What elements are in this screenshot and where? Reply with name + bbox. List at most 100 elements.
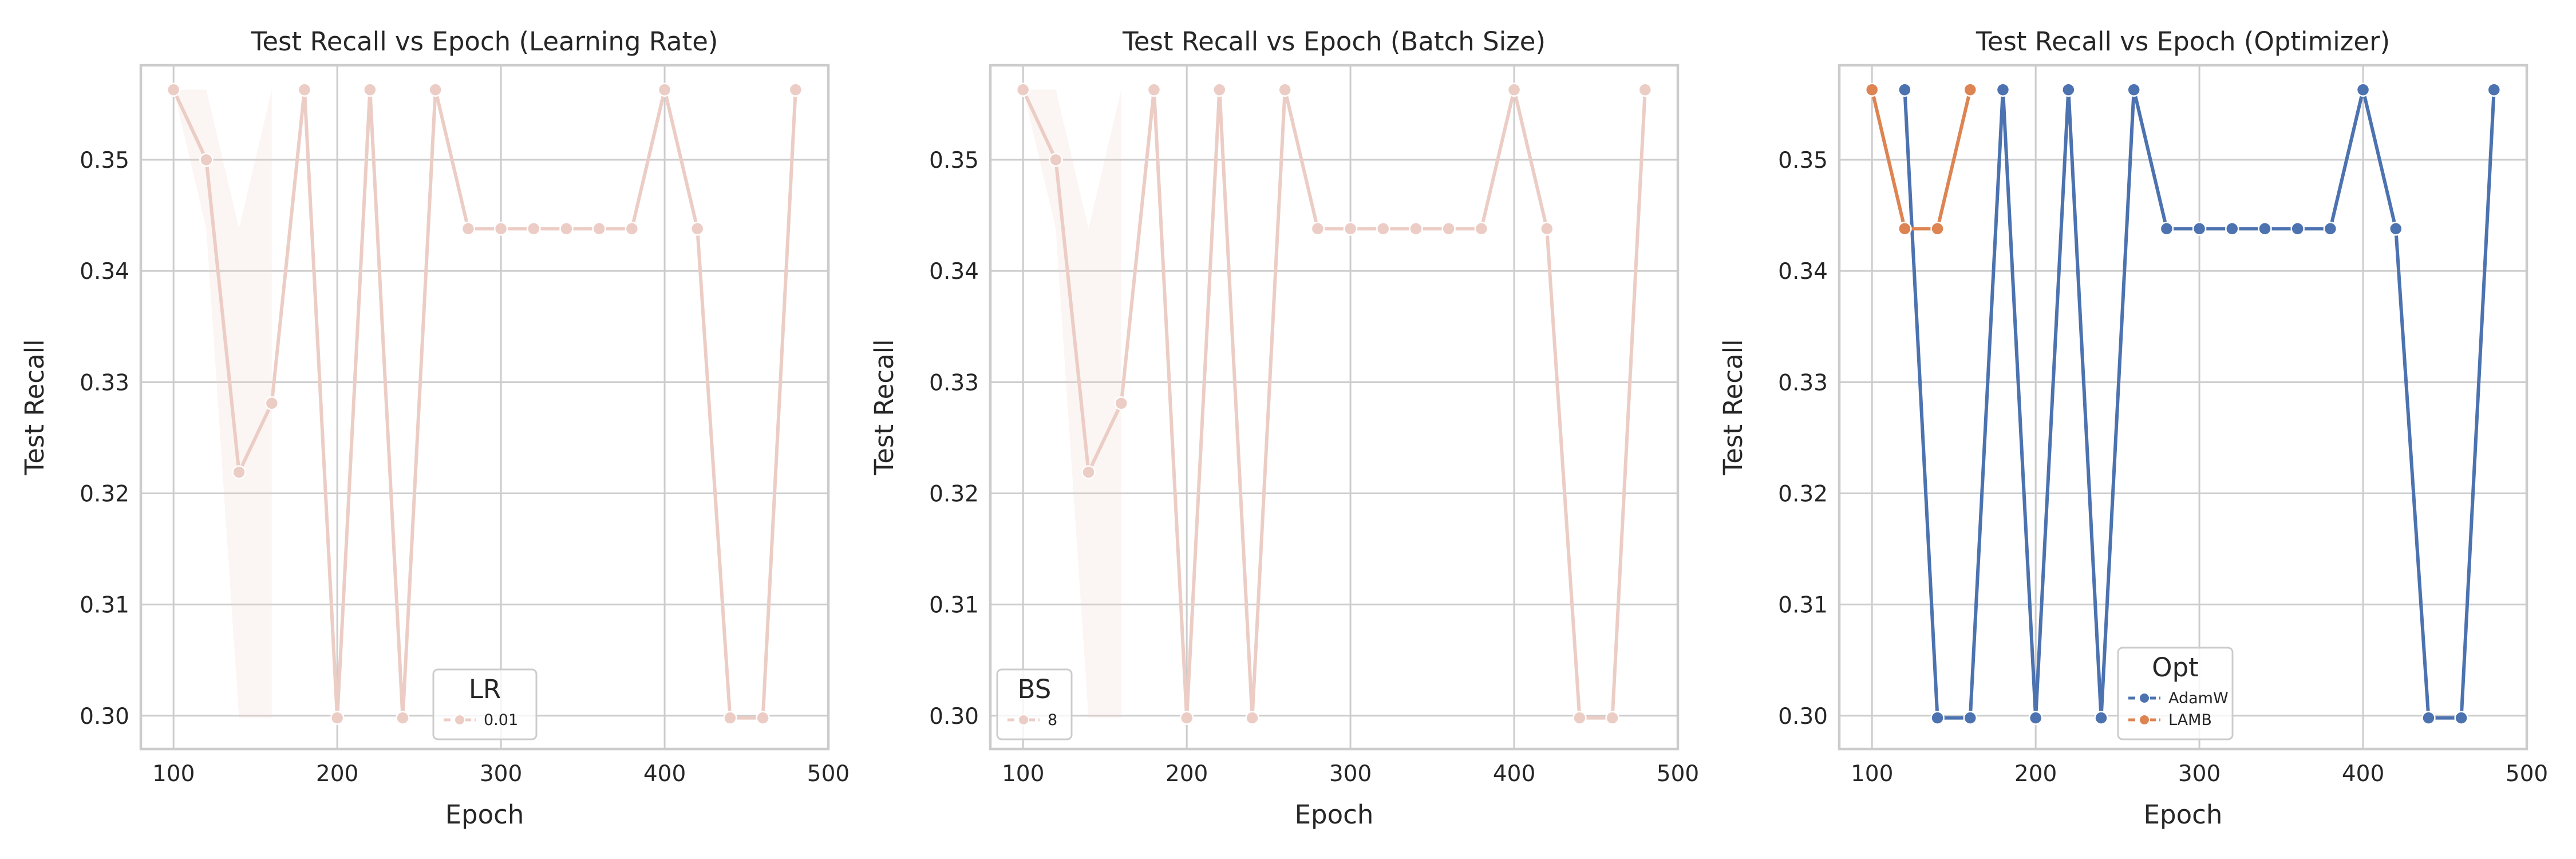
legend-title: BS (1018, 674, 1052, 704)
data-point (1930, 222, 1945, 236)
data-point (527, 222, 541, 236)
y-tick-label: 0.35 (1778, 148, 1828, 174)
data-point (592, 222, 606, 236)
x-tick-label: 200 (2014, 761, 2057, 787)
data-point (1474, 222, 1489, 236)
data-point (2159, 222, 2174, 236)
legend-swatch-marker (2139, 714, 2150, 726)
data-point (297, 82, 312, 97)
y-tick-label: 0.33 (929, 370, 979, 396)
legend-entry-label: AdamW (2168, 689, 2229, 707)
data-point (1147, 82, 1161, 97)
data-point (625, 222, 639, 236)
data-point (2094, 711, 2108, 725)
y-tick-label: 0.33 (1778, 370, 1828, 396)
data-point (1409, 222, 1423, 236)
x-tick-label: 500 (1657, 761, 1699, 787)
data-point (1963, 711, 1978, 725)
series-line (172, 88, 797, 720)
y-tick-label: 0.31 (929, 593, 979, 618)
data-point (1441, 222, 1456, 236)
y-axis-label: Test Recall (869, 339, 899, 475)
data-point (493, 222, 508, 236)
data-point (1212, 82, 1227, 97)
y-tick-label: 0.33 (80, 370, 129, 396)
y-tick-label: 0.32 (929, 481, 979, 507)
series-0.01 (166, 82, 803, 725)
data-point (2323, 222, 2338, 236)
chart-panel-1: 100 200 300 400 500 0.30 0.31 0.32 0.33 0.34 0.35 T… (19, 26, 850, 830)
y-tick-label: 0.31 (1778, 593, 1828, 618)
data-point (1016, 82, 1030, 97)
x-axis-label: Epoch (445, 799, 524, 830)
x-tick-label: 400 (2342, 761, 2384, 787)
data-point (1114, 396, 1129, 411)
data-point (1963, 82, 1978, 97)
data-point (232, 465, 246, 479)
x-tick-label: 100 (1851, 761, 1893, 787)
series-line (1021, 88, 1647, 720)
chart-title: Test Recall vs Epoch (Batch Size) (1122, 26, 1546, 57)
data-point (788, 82, 803, 97)
data-point (1278, 82, 1292, 97)
x-tick-label: 200 (316, 761, 358, 787)
y-tick-label: 0.34 (80, 259, 129, 285)
data-point (756, 711, 770, 725)
data-point (2127, 82, 2141, 97)
data-point (1898, 222, 1912, 236)
y-axis-label: Test Recall (19, 339, 50, 475)
confidence-band (173, 89, 272, 718)
x-tick-label: 100 (152, 761, 195, 787)
data-point (1573, 711, 1587, 725)
data-point (2421, 711, 2436, 725)
legend: BS 8 (996, 668, 1073, 740)
data-point (2192, 222, 2207, 236)
data-point (1539, 222, 1554, 236)
chart-title: Test Recall vs Epoch (Learning Rate) (251, 26, 718, 57)
data-point (690, 222, 705, 236)
y-tick-label: 0.32 (1778, 481, 1828, 507)
legend-swatch-marker (454, 714, 465, 726)
data-point (1081, 465, 1096, 479)
data-point (559, 222, 574, 236)
confidence-band (1023, 89, 1121, 718)
x-tick-label: 100 (1002, 761, 1044, 787)
data-point (2061, 82, 2076, 97)
data-point (1376, 222, 1390, 236)
chart-panel-3: 100 200 300 400 500 0.30 0.31 0.32 0.33 0.34 0.35 T… (1718, 26, 2548, 830)
y-tick-label: 0.30 (80, 704, 129, 730)
x-tick-label: 400 (1493, 761, 1535, 787)
x-tick-label: 300 (2178, 761, 2221, 787)
y-tick-label: 0.30 (1778, 704, 1828, 730)
y-tick-label: 0.35 (929, 148, 979, 174)
data-point (330, 711, 345, 725)
x-tick-label: 400 (643, 761, 686, 787)
legend-title: LR (469, 674, 501, 704)
data-point (1245, 711, 1259, 725)
x-tick-label: 500 (2506, 761, 2548, 787)
data-point (1898, 82, 1912, 97)
data-point (1310, 222, 1325, 236)
legend-entry-label: LAMB (2168, 711, 2212, 729)
x-axis-label: Epoch (2144, 799, 2223, 830)
data-point (2487, 82, 2502, 97)
data-point (1605, 711, 1619, 725)
legend-swatch-marker (2139, 692, 2150, 704)
data-point (1930, 711, 1945, 725)
data-point (1179, 711, 1194, 725)
data-point (166, 82, 181, 97)
data-point (657, 82, 672, 97)
y-tick-label: 0.30 (929, 704, 979, 730)
data-point (428, 82, 442, 97)
data-point (1343, 222, 1358, 236)
data-point (1638, 82, 1653, 97)
legend-entry-label: 8 (1048, 711, 1057, 729)
series-LAMB (1864, 82, 1978, 236)
data-point (2290, 222, 2305, 236)
legend: Opt AdamW LAMB (2117, 647, 2234, 740)
data-point (1049, 152, 1063, 167)
data-point (461, 222, 476, 236)
plot-frame (139, 64, 830, 751)
x-axis-label: Epoch (1295, 799, 1374, 830)
